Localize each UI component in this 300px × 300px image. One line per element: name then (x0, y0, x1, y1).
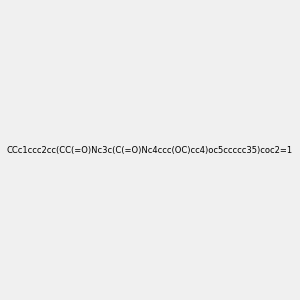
Text: CCc1ccc2cc(CC(=O)Nc3c(C(=O)Nc4ccc(OC)cc4)oc5ccccc35)coc2=1: CCc1ccc2cc(CC(=O)Nc3c(C(=O)Nc4ccc(OC)cc4… (7, 146, 293, 154)
